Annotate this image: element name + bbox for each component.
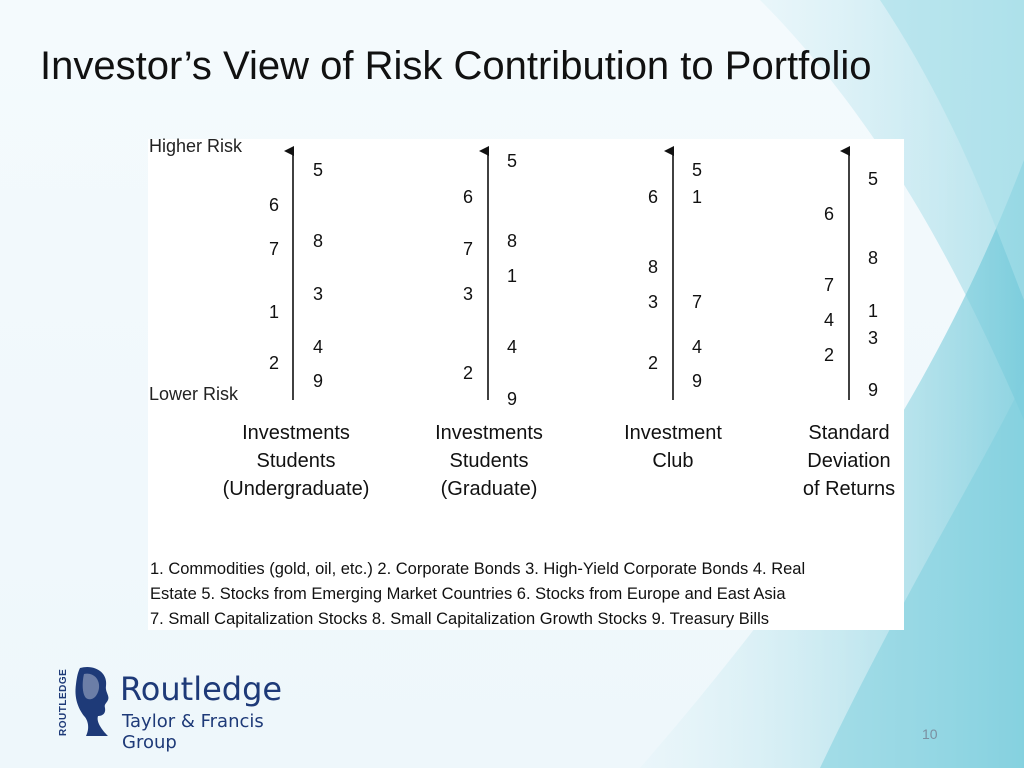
right-number: 8 bbox=[506, 231, 517, 251]
column-label-line: of Returns bbox=[802, 478, 896, 500]
left-number: 6 bbox=[647, 187, 658, 207]
column-label-line: Students bbox=[449, 450, 529, 472]
left-number: 7 bbox=[823, 275, 834, 295]
right-number: 5 bbox=[312, 160, 323, 180]
right-number: 1 bbox=[691, 187, 702, 207]
column-label-line: Investments bbox=[435, 422, 543, 444]
legend-line: Estate 5. Stocks from Emerging Market Co… bbox=[150, 585, 786, 603]
column-label-line: Deviation bbox=[807, 450, 891, 472]
routledge-logo: ROUTLEDGE Routledge Taylor & Francis Gro… bbox=[58, 664, 318, 753]
right-number: 8 bbox=[867, 248, 878, 268]
logo-subtitle: Taylor & Francis Group bbox=[122, 711, 264, 753]
column-label-line: Investments bbox=[242, 422, 350, 444]
logo-name: Routledge bbox=[120, 670, 283, 708]
column-label-investment-club: Investment Club bbox=[578, 419, 768, 475]
right-number: 4 bbox=[506, 337, 517, 357]
column-label-line: Club bbox=[652, 450, 694, 472]
left-number: 3 bbox=[647, 292, 658, 312]
left-number: 2 bbox=[823, 345, 834, 365]
legend-line: 7. Small Capitalization Stocks 8. Small … bbox=[150, 610, 769, 628]
right-number: 7 bbox=[691, 292, 702, 312]
left-number: 6 bbox=[268, 195, 279, 215]
slide-title: Investor’s View of Risk Contribution to … bbox=[40, 44, 872, 88]
column-label-undergraduate: Investments Students (Undergraduate) bbox=[201, 419, 391, 503]
right-number: 9 bbox=[691, 371, 702, 391]
risk-figure: Higher Risk Lower Risk 6 7 1 2 5 8 3 4 9… bbox=[148, 136, 904, 632]
left-number: 2 bbox=[268, 353, 279, 373]
left-number: 2 bbox=[647, 353, 658, 373]
column-label-standard-deviation: Standard Deviation of Returns bbox=[754, 419, 944, 503]
legend-line: 1. Commodities (gold, oil, etc.) 2. Corp… bbox=[150, 560, 806, 578]
right-number: 5 bbox=[691, 160, 702, 180]
left-number: 7 bbox=[268, 239, 279, 259]
right-number: 4 bbox=[691, 337, 702, 357]
left-number: 1 bbox=[268, 302, 279, 322]
page-number: 10 bbox=[922, 726, 938, 742]
right-number: 9 bbox=[312, 371, 323, 391]
higher-risk-label: Higher Risk bbox=[149, 136, 243, 156]
right-number: 3 bbox=[312, 284, 323, 304]
left-number: 8 bbox=[647, 257, 658, 277]
left-number: 7 bbox=[462, 239, 473, 259]
left-number: 4 bbox=[823, 310, 834, 330]
column-label-graduate: Investments Students (Graduate) bbox=[394, 419, 584, 503]
right-number: 9 bbox=[867, 380, 878, 400]
right-number: 5 bbox=[506, 151, 517, 171]
column-label-line: Students bbox=[256, 450, 336, 472]
left-number: 6 bbox=[462, 187, 473, 207]
right-number: 1 bbox=[867, 301, 878, 321]
axis-layer bbox=[284, 146, 850, 400]
logo-vertical-text: ROUTLEDGE bbox=[58, 668, 69, 736]
right-number: 9 bbox=[506, 389, 517, 409]
right-number: 4 bbox=[312, 337, 323, 357]
right-number: 1 bbox=[506, 266, 517, 286]
column-label-line: Investment bbox=[624, 422, 722, 444]
asset-legend: 1. Commodities (gold, oil, etc.) 2. Corp… bbox=[150, 557, 902, 632]
head-profile-icon bbox=[75, 666, 109, 736]
left-number: 2 bbox=[462, 363, 473, 383]
column-label-line: Standard bbox=[808, 422, 890, 444]
column-label-line: (Graduate) bbox=[440, 478, 538, 500]
right-number: 8 bbox=[312, 231, 323, 251]
lower-risk-label: Lower Risk bbox=[149, 384, 239, 404]
right-number: 5 bbox=[867, 169, 878, 189]
column-label-line: (Undergraduate) bbox=[222, 478, 370, 500]
left-number: 6 bbox=[823, 204, 834, 224]
right-number: 3 bbox=[867, 328, 878, 348]
left-number: 3 bbox=[462, 284, 473, 304]
